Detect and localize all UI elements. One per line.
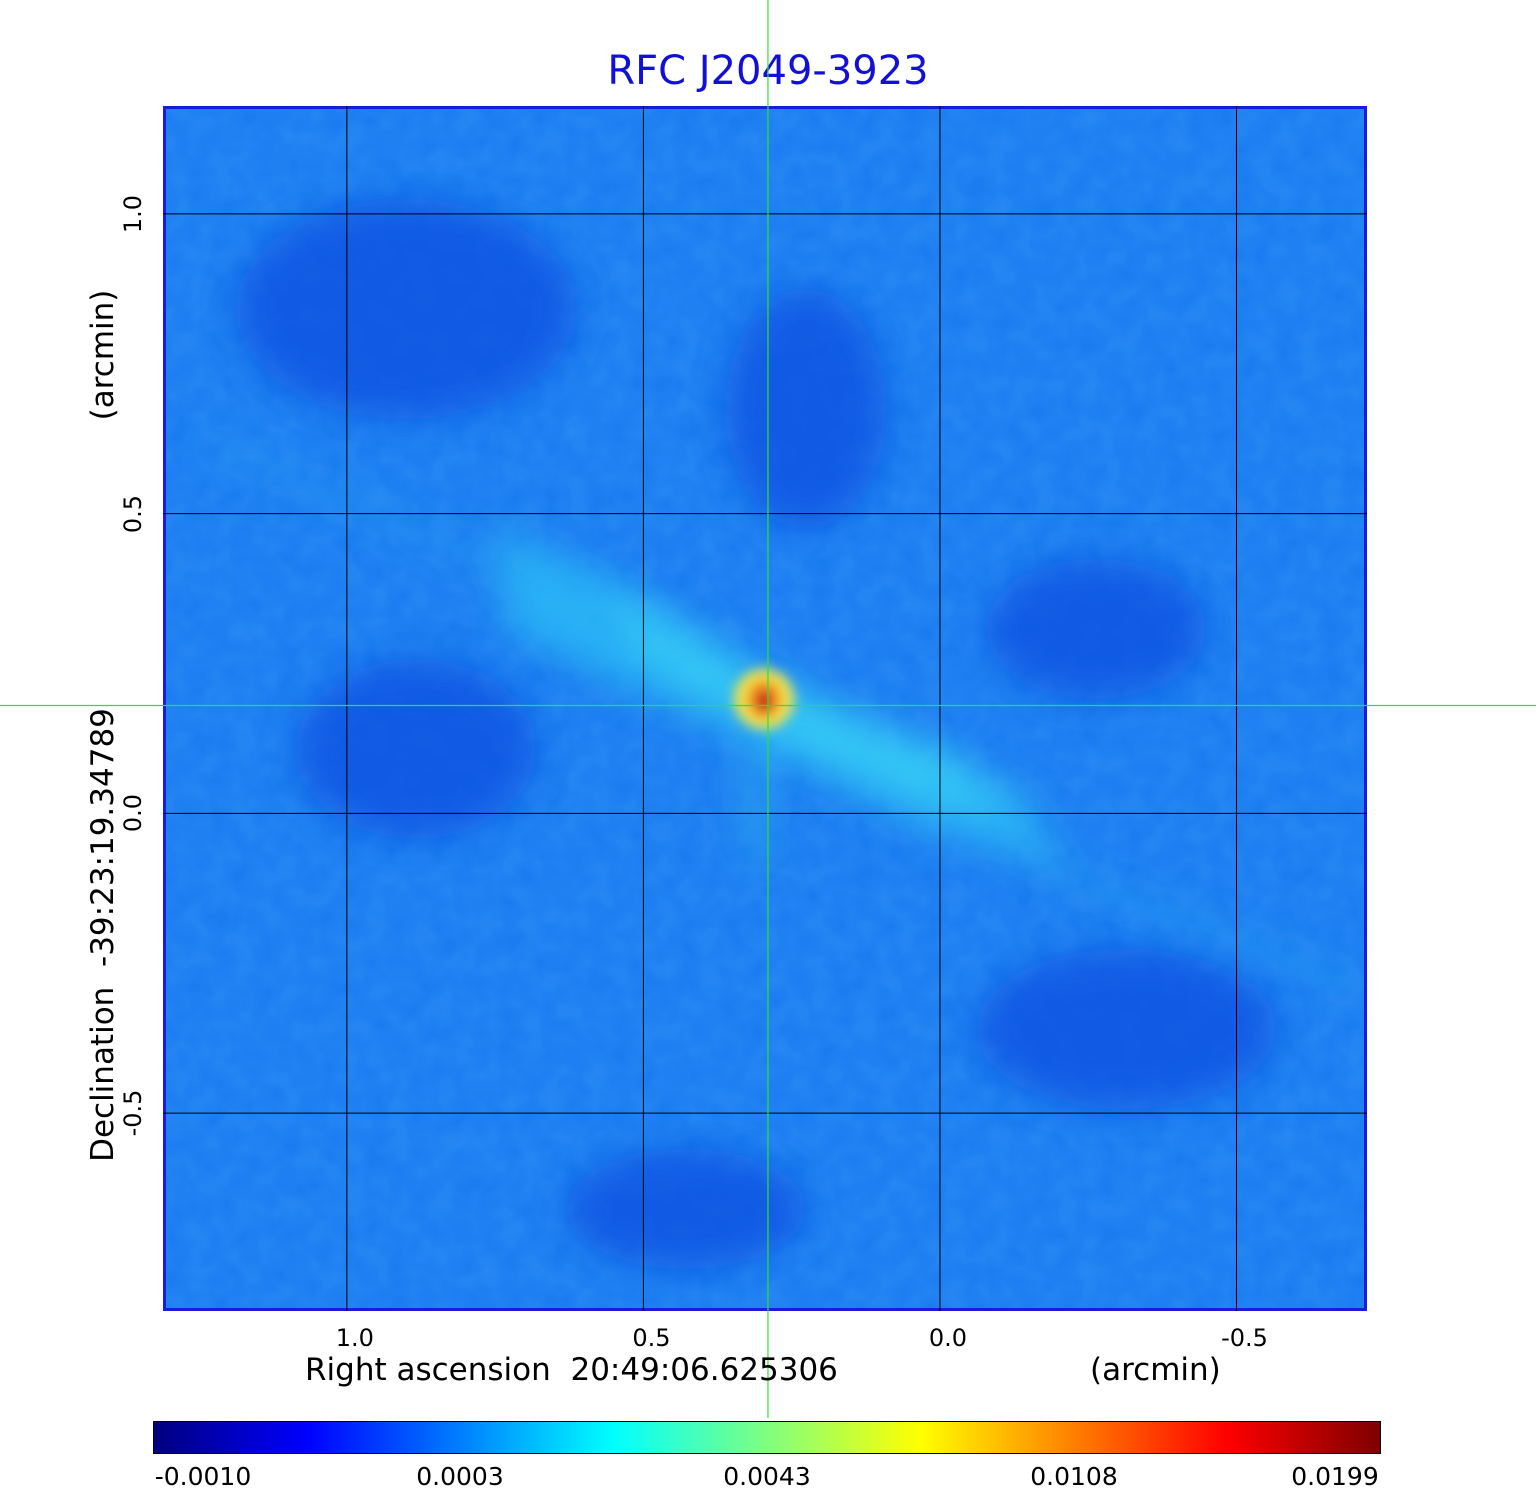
y-tick-label: 0.0 bbox=[119, 794, 147, 833]
image-plot-area[interactable] bbox=[163, 106, 1367, 1311]
colorbar-tick-label: 0.0003 bbox=[416, 1462, 504, 1491]
dark-regions bbox=[236, 199, 1276, 1269]
colorbar-tick-label: -0.0010 bbox=[154, 1462, 252, 1491]
colorbar bbox=[153, 1421, 1381, 1454]
colorbar-tick-label: 0.0043 bbox=[723, 1462, 811, 1491]
y-tick-label: -0.5 bbox=[119, 1089, 147, 1137]
x-axis-label: Right ascension 20:49:06.625306 bbox=[305, 1352, 838, 1388]
x-tick-label: 0.0 bbox=[928, 1324, 968, 1352]
x-tick-label: 1.0 bbox=[335, 1324, 374, 1352]
colorbar-tick-label: 0.0108 bbox=[1030, 1462, 1118, 1491]
y-axis-label: Declination -39:23:19.34789 bbox=[85, 708, 121, 1162]
x-axis-unit: (arcmin) bbox=[1090, 1352, 1221, 1388]
heatmap-image bbox=[166, 109, 1364, 1308]
y-axis-unit: (arcmin) bbox=[85, 289, 121, 421]
peak-source bbox=[734, 669, 794, 729]
x-tick-label: 0.5 bbox=[632, 1324, 671, 1352]
y-tick-label: 1.0 bbox=[119, 194, 147, 233]
y-tick-label: 0.5 bbox=[119, 494, 147, 533]
x-tick-label: -0.5 bbox=[1221, 1324, 1268, 1352]
chart-title: RFC J2049-3923 bbox=[607, 48, 929, 94]
colorbar-tick-label: 0.0199 bbox=[1291, 1462, 1379, 1491]
